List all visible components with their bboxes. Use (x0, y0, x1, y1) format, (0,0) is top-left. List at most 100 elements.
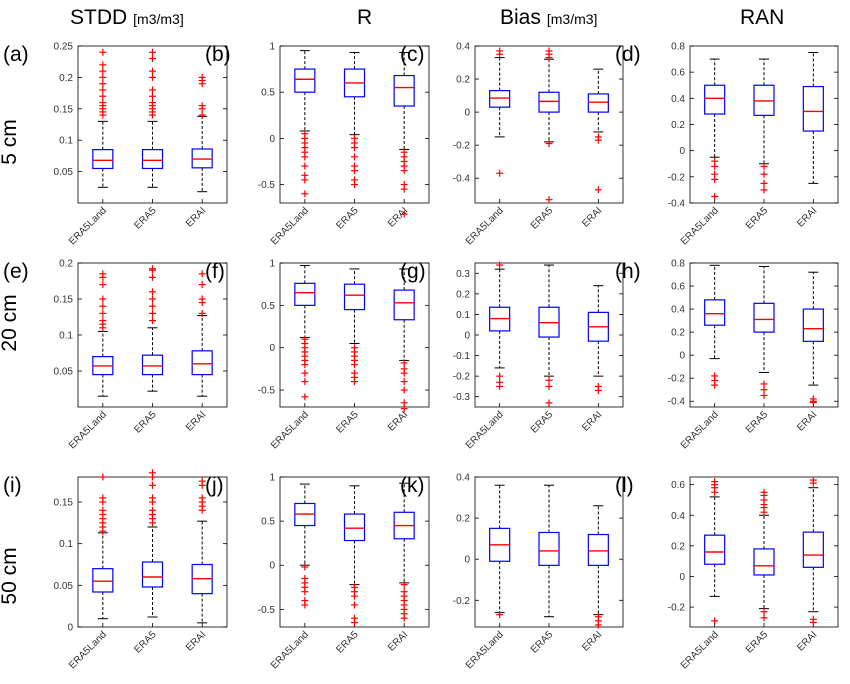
iqr-box (191, 350, 213, 376)
box-era5land: ERA5Land (67, 48, 114, 247)
y-tick-label: 0 (269, 343, 275, 354)
outlier-marker (99, 48, 107, 56)
iqr-box (704, 299, 726, 326)
box-era5: ERA5 (132, 48, 164, 232)
col-title-ran: RAN (740, 6, 784, 29)
outlier-marker (400, 185, 408, 193)
outlier-marker (711, 192, 719, 200)
outlier-marker (301, 393, 309, 401)
box-era5: ERA5 (334, 51, 366, 232)
outlier-marker (301, 378, 309, 386)
outlier-marker (760, 179, 768, 187)
box-erai: ERAI (580, 68, 609, 230)
box-era5land: ERA5Land (464, 47, 511, 247)
outlier-marker (99, 270, 107, 278)
x-category-label: ERA5 (334, 629, 361, 656)
x-category-label: ERA5 (529, 629, 556, 656)
y-tick-label: 0 (679, 572, 685, 583)
x-category-label: ERA5Land (679, 409, 721, 451)
outlier-marker (99, 309, 107, 317)
y-tick-label: 0.2 (671, 120, 685, 131)
outlier-marker (400, 386, 408, 394)
outlier-marker (149, 73, 156, 81)
outlier-marker (496, 372, 504, 380)
outlier-marker (711, 162, 719, 170)
box-era5: ERA5 (529, 484, 560, 656)
outlier-marker (545, 47, 553, 55)
x-category-label: ERAI (386, 409, 410, 433)
x-category-label: ERA5 (744, 409, 771, 436)
outlier-marker (351, 378, 358, 386)
iqr-box (704, 534, 726, 565)
box-era5land: ERA5Land (269, 50, 316, 247)
y-tick-label: 0.4 (456, 42, 470, 53)
col-title-stdd: STDD [m3/m3] (70, 6, 184, 29)
y-tick-label: 0.15 (54, 104, 74, 115)
y-tick-label: -0.5 (258, 605, 276, 616)
iqr-box (538, 91, 560, 113)
outlier-marker (351, 167, 358, 175)
y-tick-label: 0.4 (456, 473, 470, 484)
outlier-marker (760, 608, 768, 616)
y-tick-label: 0 (464, 555, 470, 566)
panel-label: (b) (205, 43, 231, 66)
y-tick-label: -0.5 (258, 386, 276, 397)
outlier-marker (545, 196, 553, 204)
outlier-marker (301, 190, 309, 198)
x-category-label: ERA5 (529, 205, 556, 232)
outlier-marker (496, 611, 504, 619)
box-era5land: ERA5Land (679, 264, 726, 451)
y-tick-label: 0 (679, 351, 685, 362)
y-tick-label: 0.05 (54, 167, 74, 178)
y-tick-label: 0.4 (671, 305, 685, 316)
box-erai: ERAI (184, 73, 213, 230)
outlier-marker (400, 399, 408, 407)
iqr-box (92, 149, 114, 170)
outlier-marker (99, 67, 107, 75)
outlier-marker (545, 399, 553, 407)
outlier-marker (809, 618, 817, 626)
box-era5: ERA5 (132, 265, 164, 436)
panel-i: (i) 0 0.05 0.1 0.15 ERA5Land ERA5 ERAI (3, 469, 228, 671)
outlier-marker (301, 153, 309, 161)
x-category-label: ERA5Land (464, 205, 506, 247)
outlier-marker (351, 153, 358, 161)
outlier-marker (149, 55, 156, 63)
y-tick-label: 0 (464, 108, 470, 119)
box-erai: ERAI (580, 285, 609, 434)
outlier-marker (301, 588, 309, 596)
outlier-marker (149, 273, 156, 281)
outlier-marker (711, 381, 719, 389)
panel-label: (g) (400, 260, 426, 283)
outlier-marker (99, 473, 107, 481)
outlier-marker (301, 176, 309, 184)
outlier-marker (198, 477, 206, 485)
col-title-r: R (357, 6, 372, 29)
box-era5: ERA5 (334, 268, 366, 436)
x-category-label: ERA5Land (464, 629, 506, 671)
outlier-marker (496, 261, 504, 269)
iqr-box (587, 533, 609, 566)
x-category-label: ERA5Land (679, 205, 721, 247)
outlier-marker (351, 601, 358, 609)
y-tick-label: 0.1 (59, 539, 73, 550)
panel-h: (h) -0.4 -0.2 0 0.2 0.4 0.6 0.8 ERA5Land ERA5 ERAI (615, 259, 839, 451)
x-category-label: ERAI (386, 629, 410, 653)
outlier-marker (496, 169, 504, 177)
iqr-box (141, 354, 164, 376)
iqr-box (802, 531, 824, 568)
outlier-marker (594, 136, 602, 144)
y-tick-label: 0.05 (54, 581, 74, 592)
y-tick-label: -0.4 (453, 174, 471, 185)
x-category-label: ERA5 (132, 629, 159, 656)
x-category-label: ERAI (580, 629, 604, 653)
panel-l: (l) -0.2 0 0.2 0.4 0.6 ERA5Land ERA5 ERAI (615, 474, 839, 671)
outlier-marker (99, 80, 107, 88)
iqr-box (802, 308, 824, 342)
y-tick-label: 0.6 (671, 68, 685, 79)
outlier-marker (496, 382, 504, 390)
panel-label: (c) (400, 43, 425, 66)
iqr-box (343, 513, 366, 542)
outlier-marker (198, 295, 206, 303)
outlier-marker (351, 144, 358, 152)
